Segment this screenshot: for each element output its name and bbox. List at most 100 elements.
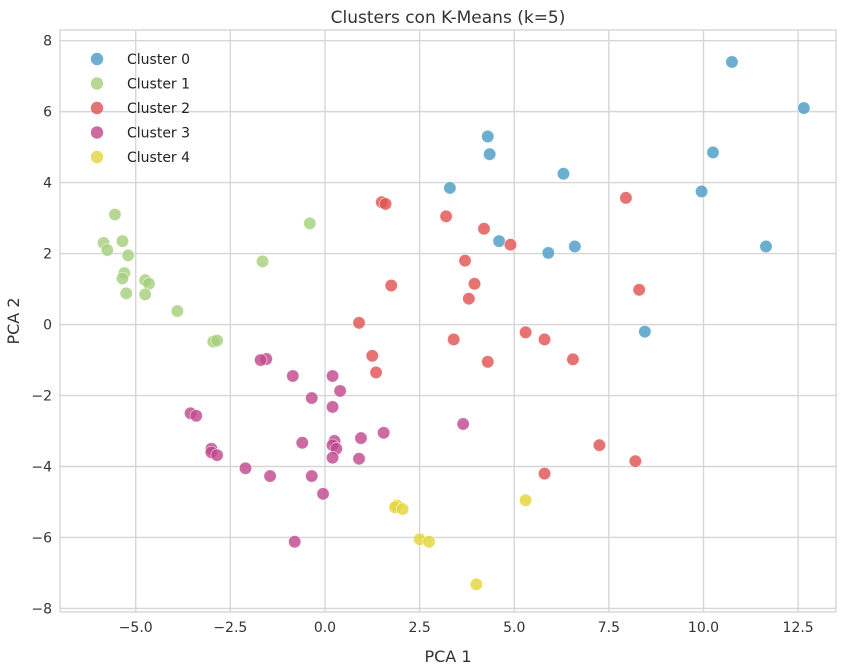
y-tick-label: −4: [31, 460, 52, 476]
data-point: [481, 129, 495, 144]
y-tick-label: 2: [43, 247, 52, 263]
data-point: [695, 184, 709, 199]
x-tick-label: 7.5: [598, 620, 620, 636]
plot-background: [60, 30, 836, 612]
x-tick-label: −2.5: [213, 620, 247, 636]
data-points: [96, 55, 811, 591]
series-cluster-0: [443, 55, 811, 339]
data-point: [469, 577, 483, 591]
data-point: [325, 369, 340, 383]
data-point: [303, 216, 317, 231]
data-point: [458, 254, 472, 268]
data-point: [725, 55, 739, 69]
x-tick-label: 12.5: [783, 620, 814, 636]
legend-item-cluster-3: Cluster 3: [90, 126, 190, 142]
data-point: [255, 254, 270, 268]
data-point: [439, 209, 453, 223]
x-tick-labels: −5.0 −2.5 0.0 2.5 5.0 7.5 10.0 12.5: [119, 620, 814, 636]
legend-item-cluster-1: Cluster 1: [90, 77, 190, 93]
data-point: [443, 181, 457, 195]
data-point: [632, 283, 646, 297]
legend-label: Cluster 4: [127, 150, 190, 166]
data-point: [263, 469, 277, 483]
data-point: [566, 352, 580, 366]
data-point: [365, 349, 379, 363]
x-tick-label: −5.0: [119, 620, 153, 636]
legend-item-cluster-0: Cluster 0: [90, 52, 190, 68]
data-point: [238, 461, 253, 475]
legend-label: Cluster 2: [127, 101, 190, 117]
data-point: [305, 469, 319, 483]
data-point: [210, 333, 224, 348]
data-point: [108, 207, 122, 222]
data-point: [518, 493, 533, 507]
data-point: [325, 400, 340, 414]
data-point: [189, 409, 203, 423]
plot-border: [59, 29, 837, 613]
data-point: [286, 369, 300, 383]
y-tick-label: −2: [31, 389, 52, 405]
data-point: [295, 436, 309, 450]
data-point: [422, 535, 436, 549]
data-point: [797, 101, 811, 115]
data-point: [395, 502, 410, 516]
data-point: [462, 292, 476, 306]
series-cluster-4: [388, 493, 533, 591]
legend-marker: [90, 52, 104, 66]
data-point: [541, 246, 555, 260]
legend-label: Cluster 1: [127, 77, 190, 93]
data-point: [369, 365, 383, 380]
data-point: [352, 316, 366, 330]
data-point: [316, 487, 330, 501]
data-point: [354, 431, 368, 445]
data-point: [325, 451, 340, 465]
data-point: [481, 355, 495, 369]
data-point: [518, 325, 533, 339]
data-point: [210, 448, 224, 462]
y-tick-label: 0: [43, 318, 52, 334]
data-point: [305, 391, 319, 405]
data-point: [333, 384, 347, 398]
legend-label: Cluster 0: [127, 52, 190, 68]
data-point: [503, 238, 518, 252]
legend-marker: [90, 150, 104, 164]
x-tick-label: 10.0: [688, 620, 719, 636]
legend-marker: [90, 126, 104, 139]
x-axis-label: PCA 1: [424, 647, 471, 666]
data-point: [100, 243, 114, 257]
data-point: [352, 452, 366, 466]
data-point: [119, 286, 133, 300]
y-tick-labels: −8 −6 −4 −2 0 2 4 6 8: [31, 34, 52, 618]
data-point: [288, 535, 302, 549]
legend-marker: [90, 101, 104, 115]
grid: [60, 30, 836, 612]
data-point: [170, 304, 184, 318]
y-tick-label: 8: [43, 34, 52, 50]
data-point: [115, 271, 130, 286]
data-point: [384, 278, 398, 293]
data-point: [254, 353, 268, 367]
x-tick-label: 5.0: [503, 620, 525, 636]
y-tick-label: −6: [31, 530, 52, 546]
data-point: [638, 325, 652, 339]
data-point: [537, 466, 552, 481]
data-point: [467, 277, 482, 291]
data-point: [628, 454, 642, 468]
legend-item-cluster-2: Cluster 2: [90, 101, 190, 117]
data-point: [556, 167, 571, 181]
data-point: [115, 234, 130, 248]
y-tick-label: 4: [43, 176, 52, 192]
data-point: [592, 438, 607, 452]
data-point: [483, 147, 497, 161]
y-tick-label: 6: [43, 105, 52, 121]
data-point: [706, 145, 720, 160]
y-tick-label: −8: [31, 601, 52, 617]
legend-item-cluster-4: Cluster 4: [90, 150, 190, 166]
data-point: [378, 197, 393, 211]
chart-title: Clusters con K-Means (k=5): [331, 8, 566, 28]
data-point: [377, 426, 391, 440]
data-point: [447, 332, 461, 347]
data-point: [492, 234, 506, 248]
data-point: [619, 191, 633, 205]
